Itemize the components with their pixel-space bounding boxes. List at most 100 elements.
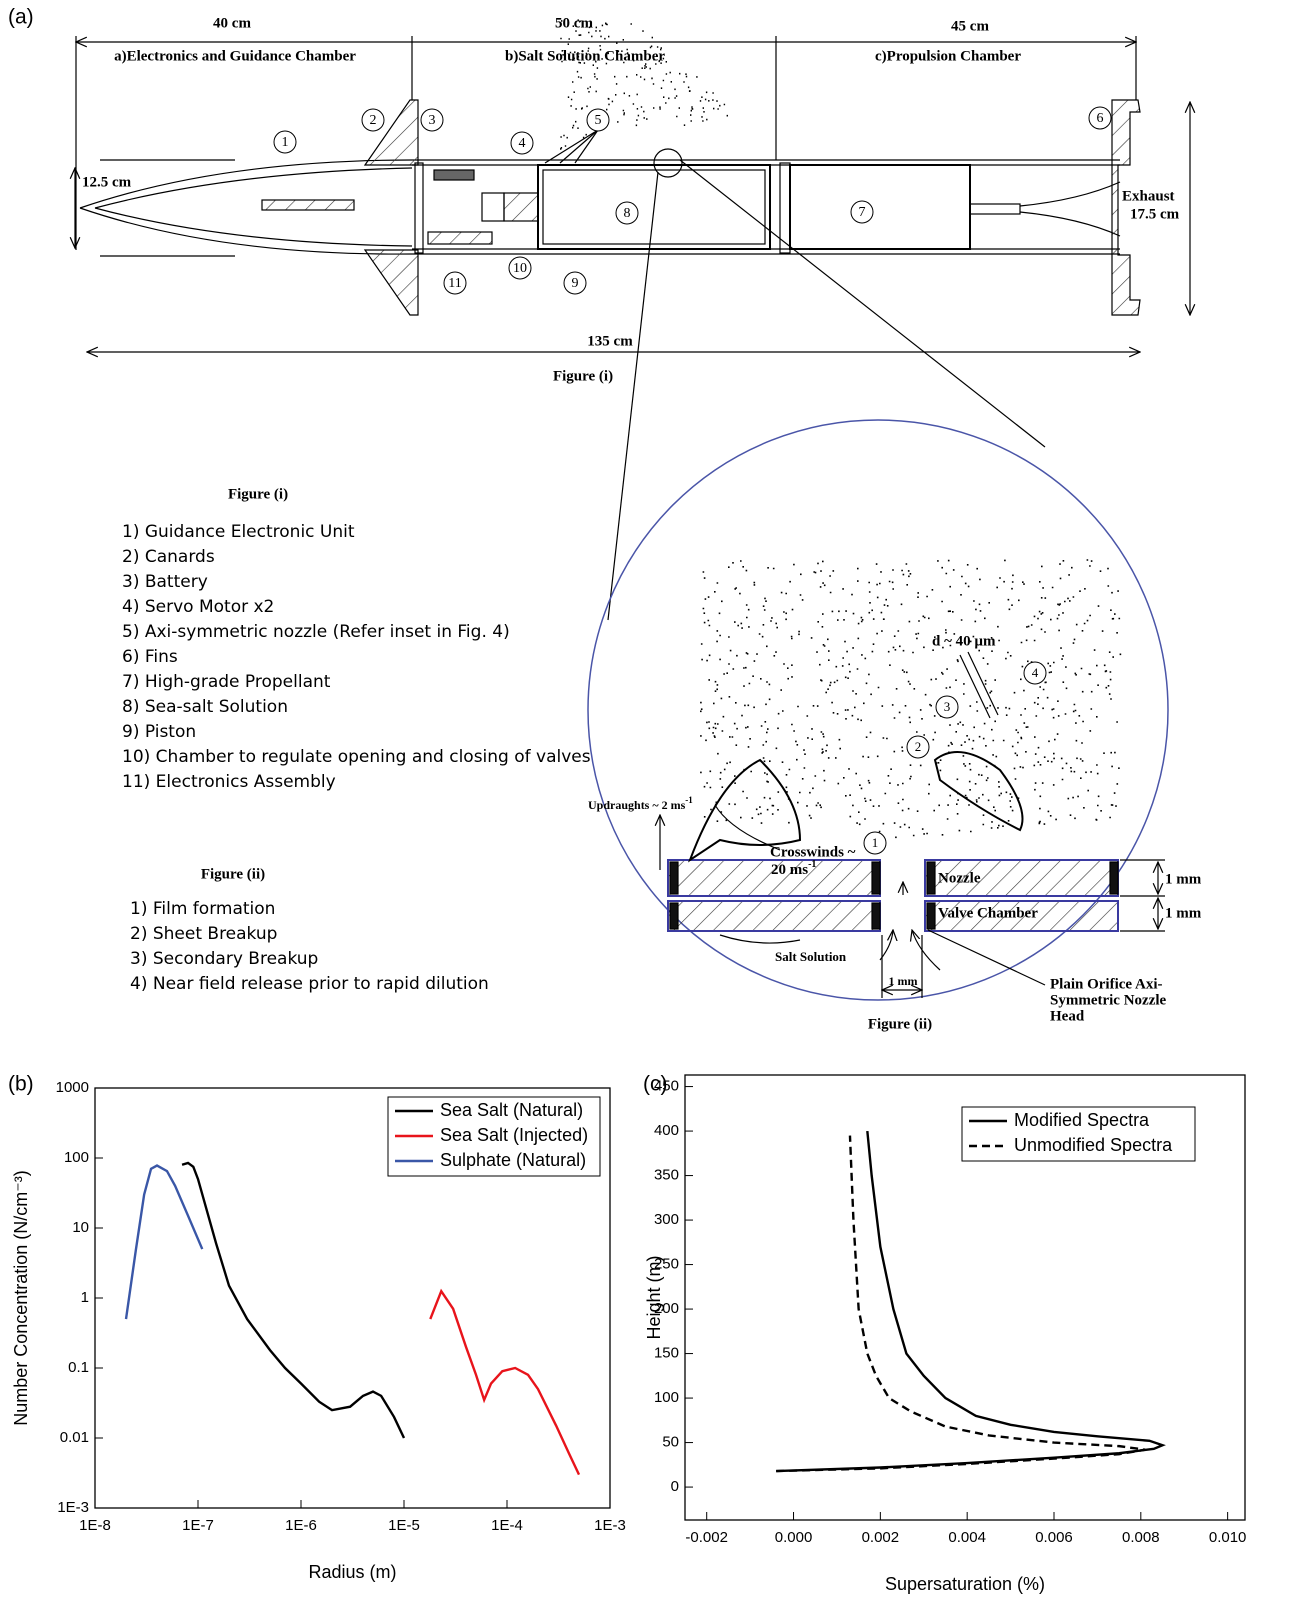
series-line [182, 1163, 404, 1438]
y-tick-label: 150 [654, 1345, 679, 1362]
x-tick-label: 1E-8 [79, 1517, 111, 1534]
x-tick-label: 1E-7 [182, 1517, 214, 1534]
y-tick-label: 1E-3 [57, 1499, 89, 1516]
inset-label: Plain Orifice Axi- [1050, 976, 1162, 992]
legend-item: 4) Near field release prior to rapid dil… [130, 974, 489, 994]
y-tick-label: 100 [64, 1149, 89, 1166]
rocket-drawing [75, 36, 1190, 1000]
series-line [776, 1136, 1145, 1472]
legend-item: 7) High-grade Propellant [122, 672, 331, 692]
chamber-label: b)Salt Solution Chamber [505, 48, 665, 64]
callout-number: 7 [859, 205, 866, 220]
dimension: 17.5 cm [1130, 206, 1180, 222]
series-line [430, 1291, 579, 1474]
legend-item: 2) Canards [122, 547, 215, 567]
inset-label: Symmetric Nozzle [1050, 992, 1167, 1008]
y-tick-label: 1000 [56, 1079, 89, 1096]
caption: Figure (i) [553, 368, 613, 384]
callout-number: 10 [513, 261, 527, 276]
legend-item: 9) Piston [122, 722, 196, 742]
x-tick-label: 0.000 [775, 1529, 813, 1546]
legend-item: 10) Chamber to regulate opening and clos… [122, 747, 591, 767]
dimension: 135 cm [587, 333, 633, 349]
legend-title: Figure (i) [228, 486, 288, 502]
callout-number: 4 [519, 136, 526, 151]
x-tick-label: 1E-3 [594, 1517, 626, 1534]
y-tick-label: 1 [81, 1289, 89, 1306]
series-line [776, 1131, 1162, 1471]
callout-number: 5 [595, 113, 602, 128]
chamber-label: a)Electronics and Guidance Chamber [114, 48, 356, 64]
legend-label: Sea Salt (Natural) [440, 1100, 583, 1120]
callout-number: 4 [1032, 665, 1039, 680]
dimension: 1 mm [1165, 905, 1202, 921]
y-tick-label: 400 [654, 1122, 679, 1139]
caption: Figure (ii) [868, 1016, 932, 1032]
inset-label: Crosswinds ~ [770, 844, 856, 860]
y-tick-label: 0 [671, 1478, 679, 1495]
callout-number: 8 [624, 206, 631, 221]
panel-label: (b) [8, 1073, 34, 1096]
x-tick-label: 0.006 [1035, 1529, 1073, 1546]
inset-label: Updraughts ~ 2 ms [588, 798, 686, 812]
chamber-label: c)Propulsion Chamber [875, 48, 1021, 64]
callout-number: 6 [1097, 111, 1104, 126]
inset-label: 20 ms [771, 862, 808, 878]
figure: (a) 40 cm 50 cm 45 cm a)Electronics and … [0, 0, 1290, 1600]
callout-number: 1 [282, 135, 289, 150]
unit-exponent: -1 [685, 795, 693, 805]
dimension: 45 cm [951, 18, 989, 34]
callout-number: 3 [429, 113, 436, 128]
y-tick-label: 10 [72, 1219, 89, 1236]
y-tick-label: 100 [654, 1389, 679, 1406]
legend-item: 1) Guidance Electronic Unit [122, 522, 355, 542]
inset-label: Salt Solution [775, 949, 847, 964]
y-tick-label: 0.01 [60, 1429, 89, 1446]
y-axis-label: Number Concentration (N/cm⁻³) [11, 1170, 31, 1426]
inset-label: Valve Chamber [938, 905, 1038, 921]
dimension: 1 mm [889, 974, 918, 988]
y-tick-label: 350 [654, 1167, 679, 1184]
callout-number: 2 [915, 739, 922, 754]
dimension: 1 mm [1165, 871, 1202, 887]
inset-label: Updraughts ~ 2 ms-1 [588, 795, 693, 812]
y-tick-label: 50 [662, 1434, 679, 1451]
legend-item: 5) Axi-symmetric nozzle (Refer inset in … [122, 622, 510, 642]
legend-item: 3) Battery [122, 572, 208, 592]
x-tick-label: 0.008 [1122, 1529, 1160, 1546]
legend-item: 1) Film formation [130, 899, 275, 919]
legend-item: 3) Secondary Breakup [130, 949, 318, 969]
dimension: 40 cm [213, 15, 251, 31]
panel-label: (a) [8, 6, 34, 29]
dimension: 50 cm [555, 15, 593, 31]
dimension: 12.5 cm [82, 174, 132, 190]
x-tick-label: -0.002 [685, 1529, 728, 1546]
legend-label: Sea Salt (Injected) [440, 1125, 588, 1145]
callout-number: 3 [944, 699, 951, 714]
x-tick-label: 1E-5 [388, 1517, 420, 1534]
y-tick-label: 300 [654, 1211, 679, 1228]
x-tick-label: 0.002 [862, 1529, 900, 1546]
x-tick-label: 1E-4 [491, 1517, 523, 1534]
legend-item: 8) Sea-salt Solution [122, 697, 288, 717]
unit-exponent: -1 [808, 859, 816, 870]
charts: 1E-8 1E-7 1E-6 1E-5 1E-4 1E-3 1E-3 0.01 0.1 1 10 10… [8, 1073, 1246, 1594]
legend-title: Figure (ii) [201, 866, 265, 882]
x-tick-label: 1E-6 [285, 1517, 317, 1534]
spray-dots [560, 20, 1121, 837]
callout-number: 2 [370, 113, 377, 128]
exhaust-label: Exhaust [1122, 188, 1175, 204]
legend-item: 4) Servo Motor x2 [122, 597, 274, 617]
callout-number: 9 [572, 276, 579, 291]
inset-label: d ~ 40 µm [932, 633, 996, 649]
inset-label: Nozzle [938, 870, 981, 886]
legend-item: 2) Sheet Breakup [130, 924, 277, 944]
legend-item: 6) Fins [122, 647, 178, 667]
series-line [126, 1166, 202, 1320]
x-axis-label: Supersaturation (%) [885, 1574, 1045, 1594]
y-axis-label: Height (m) [644, 1255, 664, 1339]
callout-number: 11 [448, 276, 461, 291]
y-tick-label: 0.1 [68, 1359, 89, 1376]
legend-label: Modified Spectra [1014, 1110, 1150, 1130]
